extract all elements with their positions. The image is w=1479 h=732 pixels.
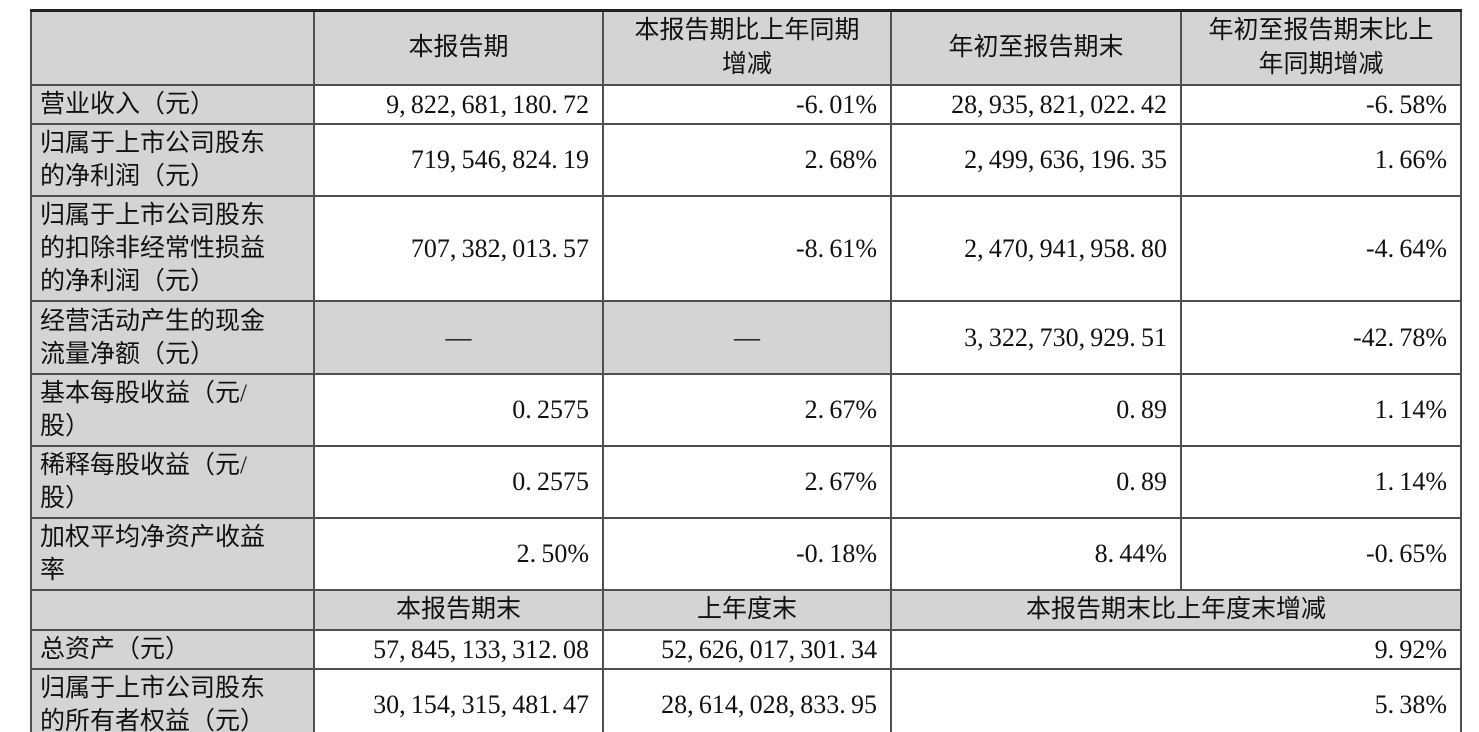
ytd-change-cell: 1. 14% — [1180, 445, 1462, 519]
current-period-value-cell: 707, 382, 013. 57 — [313, 195, 604, 302]
header-corner-cell — [30, 9, 315, 86]
current-period-change-cell: 2. 68% — [602, 123, 892, 197]
header-ytd-change: 年初至报告期末比上年同期增减 — [1180, 9, 1462, 86]
metric-row-operating-cash-flow: 经营活动产生的现金流量净额（元） — — 3, 322, 730, 929. 5… — [30, 300, 1462, 375]
header-row-period-end: 本报告期末 上年度末 本报告期末比上年度末增减 — [30, 589, 1462, 631]
financial-summary-table: 本报告期 本报告期比上年同期增减 年初至报告期末 年初至报告期末比上年同期增减 … — [30, 9, 1462, 732]
current-period-value-cell: 9, 822, 681, 180. 72 — [313, 84, 604, 125]
current-period-change-cell: -8. 61% — [602, 195, 892, 302]
metric-row-diluted-eps: 稀释每股收益（元/股） 0. 2575 2. 67% 0. 89 1. 14% — [30, 445, 1462, 519]
prior-year-end-value-cell: 52, 626, 017, 301. 34 — [602, 629, 892, 670]
ytd-value-cell: 2, 499, 636, 196. 35 — [890, 123, 1182, 197]
period-end-value-cell: 57, 845, 133, 312. 08 — [313, 629, 604, 670]
header-current-period-change: 本报告期比上年同期增减 — [602, 9, 892, 86]
metric-label-cell: 加权平均净资产收益率 — [30, 517, 315, 591]
ytd-value-cell: 8. 44% — [890, 517, 1182, 591]
ytd-value-cell: 28, 935, 821, 022. 42 — [890, 84, 1182, 125]
ytd-value-cell: 2, 470, 941, 958. 80 — [890, 195, 1182, 302]
metric-label-cell: 营业收入（元） — [30, 84, 315, 125]
ytd-change-cell: -6. 58% — [1180, 84, 1462, 125]
header-current-period: 本报告期 — [313, 9, 604, 86]
metric-row-total-assets: 总资产（元） 57, 845, 133, 312. 08 52, 626, 01… — [30, 629, 1462, 670]
ytd-value-cell: 0. 89 — [890, 445, 1182, 519]
header-corner-cell — [30, 589, 315, 631]
metric-row-basic-eps: 基本每股收益（元/股） 0. 2575 2. 67% 0. 89 1. 14% — [30, 373, 1462, 447]
current-period-change-cell: 2. 67% — [602, 373, 892, 447]
metric-row-net-profit-excl-nonrecurring: 归属于上市公司股东的扣除非经常性损益的净利润（元） 707, 382, 013.… — [30, 195, 1462, 302]
period-end-change-cell: 5. 38% — [890, 668, 1462, 732]
header-prior-year-end: 上年度末 — [602, 589, 892, 631]
current-period-value-cell: 719, 546, 824. 19 — [313, 123, 604, 197]
current-period-change-cell: 2. 67% — [602, 445, 892, 519]
ytd-value-cell: 3, 322, 730, 929. 51 — [890, 300, 1182, 375]
metric-row-revenue: 营业收入（元） 9, 822, 681, 180. 72 -6. 01% 28,… — [30, 84, 1462, 125]
current-period-value-cell: — — [313, 300, 604, 375]
metric-label-cell: 基本每股收益（元/股） — [30, 373, 315, 447]
metric-row-equity: 归属于上市公司股东的所有者权益（元） 30, 154, 315, 481. 47… — [30, 668, 1462, 732]
metric-label-cell: 归属于上市公司股东的扣除非经常性损益的净利润（元） — [30, 195, 315, 302]
period-end-change-cell: 9. 92% — [890, 629, 1462, 670]
header-period-end: 本报告期末 — [313, 589, 604, 631]
period-end-value-cell: 30, 154, 315, 481. 47 — [313, 668, 604, 732]
metric-row-net-profit: 归属于上市公司股东的净利润（元） 719, 546, 824. 19 2. 68… — [30, 123, 1462, 197]
ytd-change-cell: 1. 14% — [1180, 373, 1462, 447]
ytd-change-cell: 1. 66% — [1180, 123, 1462, 197]
metric-label-cell: 归属于上市公司股东的所有者权益（元） — [30, 668, 315, 732]
current-period-change-cell: -0. 18% — [602, 517, 892, 591]
prior-year-end-value-cell: 28, 614, 028, 833. 95 — [602, 668, 892, 732]
ytd-change-cell: -4. 64% — [1180, 195, 1462, 302]
metric-label-cell: 稀释每股收益（元/股） — [30, 445, 315, 519]
current-period-value-cell: 2. 50% — [313, 517, 604, 591]
header-ytd: 年初至报告期末 — [890, 9, 1182, 86]
ytd-change-cell: -0. 65% — [1180, 517, 1462, 591]
current-period-value-cell: 0. 2575 — [313, 445, 604, 519]
metric-label-cell: 经营活动产生的现金流量净额（元） — [30, 300, 315, 375]
header-period-end-change: 本报告期末比上年度末增减 — [890, 589, 1462, 631]
header-row-period: 本报告期 本报告期比上年同期增减 年初至报告期末 年初至报告期末比上年同期增减 — [30, 9, 1462, 86]
current-period-change-cell: -6. 01% — [602, 84, 892, 125]
ytd-change-cell: -42. 78% — [1180, 300, 1462, 375]
metric-label-cell: 归属于上市公司股东的净利润（元） — [30, 123, 315, 197]
metric-row-weighted-avg-roe: 加权平均净资产收益率 2. 50% -0. 18% 8. 44% -0. 65% — [30, 517, 1462, 591]
ytd-value-cell: 0. 89 — [890, 373, 1182, 447]
current-period-value-cell: 0. 2575 — [313, 373, 604, 447]
current-period-change-cell: — — [602, 300, 892, 375]
metric-label-cell: 总资产（元） — [30, 629, 315, 670]
